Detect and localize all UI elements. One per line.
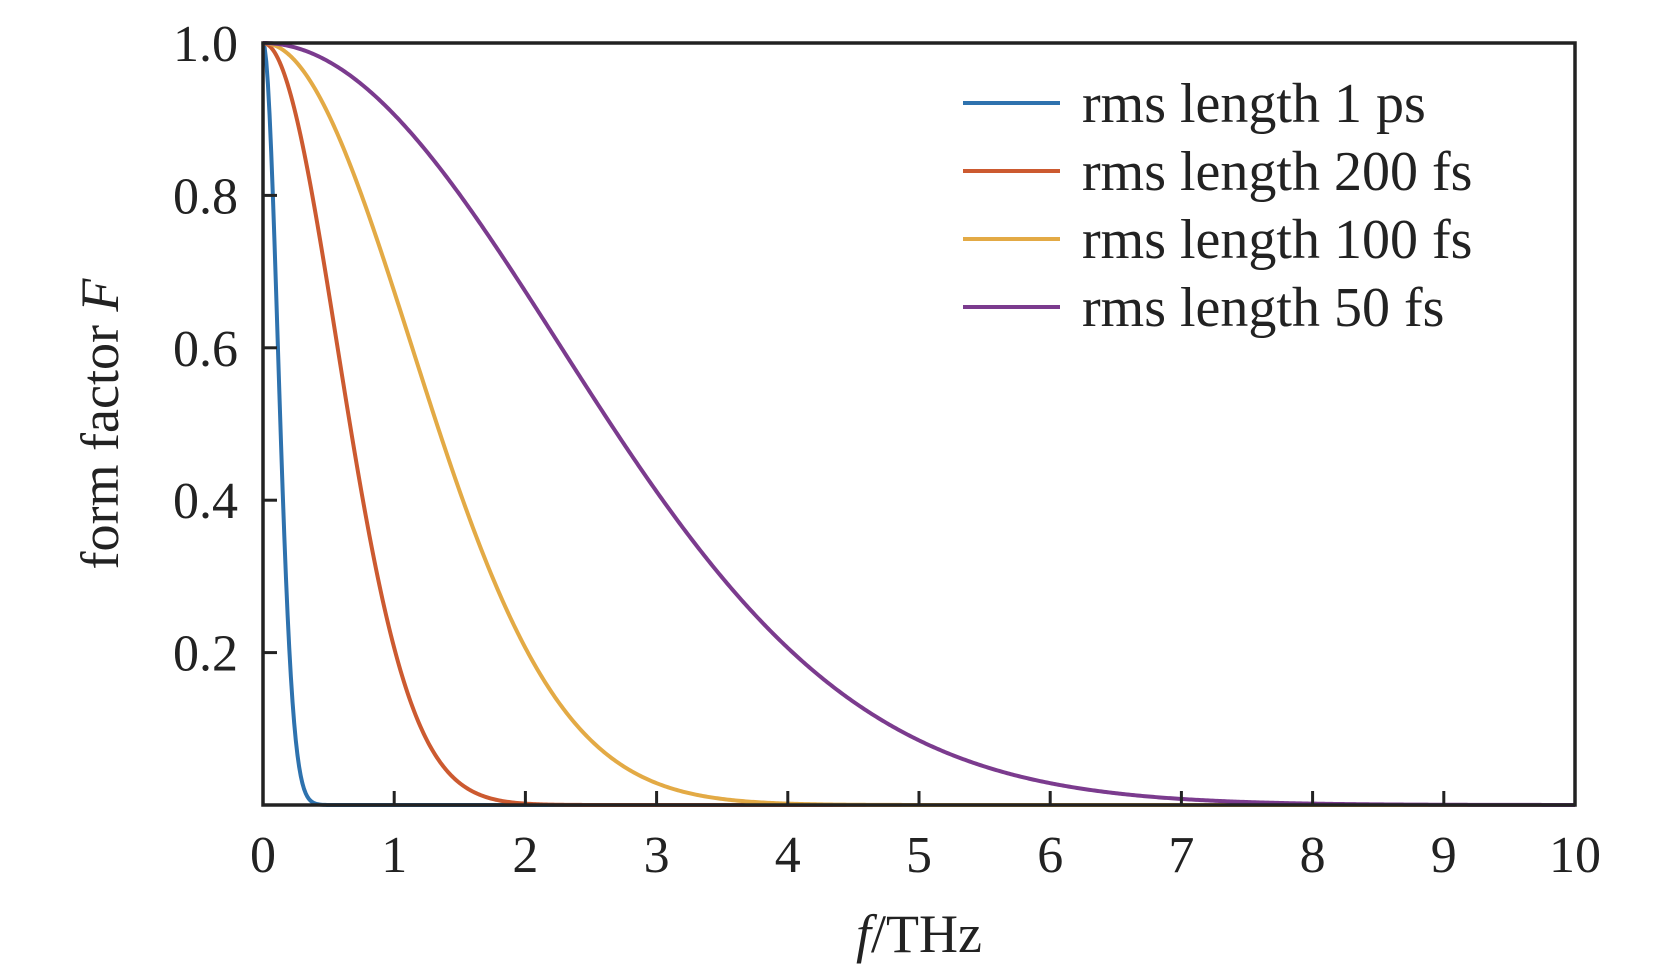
x-tick-label: 5 — [906, 827, 932, 884]
x-axis-title-unit: /THz — [871, 904, 982, 964]
y-tick-label: 0.2 — [173, 626, 238, 683]
x-tick-label: 10 — [1549, 827, 1601, 884]
y-tick-label: 0.4 — [173, 473, 238, 530]
y-tick-label: 0.8 — [173, 168, 238, 225]
legend-label-1: rms length 1 ps — [1082, 73, 1426, 135]
axis-ticks — [263, 193, 1446, 805]
x-tick-label: 3 — [644, 827, 670, 884]
legend-label-4: rms length 50 fs — [1082, 277, 1444, 339]
tick-labels: 0 1 2 3 4 5 6 7 8 9 10 0.2 0.4 0.6 0.8 1.0 — [173, 16, 1601, 884]
y-axis-title-text: form factor — [70, 312, 130, 570]
legend-label-3: rms length 100 fs — [1082, 209, 1472, 271]
x-axis-title: f/THz — [856, 904, 982, 964]
x-tick-label: 9 — [1431, 827, 1457, 884]
y-axis-title-symbol: F — [70, 278, 130, 313]
x-tick-label: 1 — [381, 827, 407, 884]
x-tick-label: 8 — [1300, 827, 1326, 884]
x-tick-label: 6 — [1037, 827, 1063, 884]
x-tick-label: 0 — [250, 827, 276, 884]
y-tick-label: 0.6 — [173, 321, 238, 378]
x-tick-label: 7 — [1168, 827, 1194, 884]
y-tick-label: 1.0 — [173, 16, 238, 73]
y-axis-title: form factor F — [70, 278, 130, 570]
x-tick-label: 4 — [775, 827, 801, 884]
x-tick-label: 2 — [512, 827, 538, 884]
legend-label-2: rms length 200 fs — [1082, 141, 1472, 203]
